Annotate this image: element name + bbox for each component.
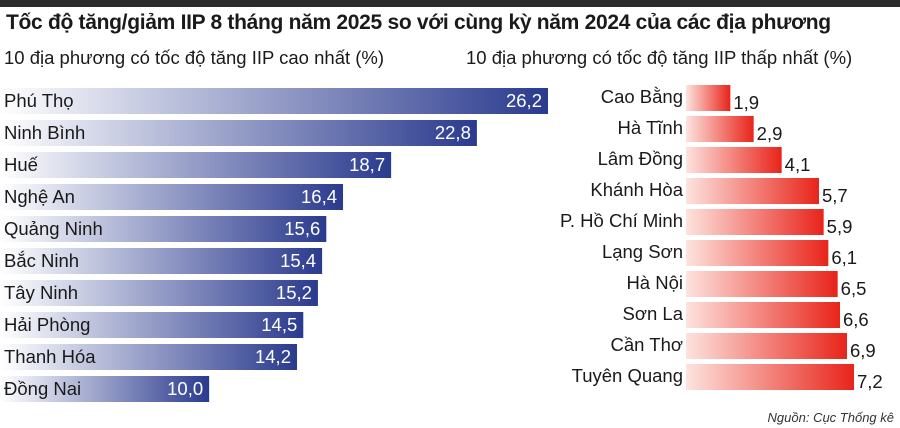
bar-4 xyxy=(0,184,344,210)
value-label-8: 14,5 xyxy=(261,314,297,335)
bar-9 xyxy=(686,333,847,359)
category-label-5: TP. Hồ Chí Minh xyxy=(560,210,683,231)
top-10-bar-chart: Phú Thọ 26,2 Ninh Bình 22,8 Huế 18,7 Nghệ An 16… xyxy=(0,88,548,402)
category-label-7: Hà Nội xyxy=(626,272,683,293)
bottom-10-bar-chart: Cao Bằng 1,9 Hà Tĩnh 2,9 Lâm Đồng 4,1 Khánh Hò… xyxy=(560,85,883,392)
value-label-4: 16,4 xyxy=(301,186,337,207)
value-label-5: 5,9 xyxy=(827,216,853,237)
category-label-1: Phú Thọ xyxy=(4,90,74,111)
value-label-3: 18,7 xyxy=(349,154,385,175)
value-label-1: 26,2 xyxy=(506,90,542,111)
bar-10 xyxy=(0,376,210,402)
bar-6 xyxy=(0,248,323,274)
bar-8 xyxy=(0,312,304,338)
category-label-10: Đồng Nai xyxy=(4,378,81,399)
category-label-2: Ninh Bình xyxy=(4,122,85,143)
bar-2 xyxy=(686,116,754,142)
bar-10 xyxy=(686,364,854,390)
bar-9 xyxy=(0,344,298,370)
category-label-8: Sơn La xyxy=(623,303,684,324)
category-label-5: Quảng Ninh xyxy=(4,218,103,239)
value-label-6: 15,4 xyxy=(280,250,316,271)
bar-5 xyxy=(0,216,327,242)
value-label-9: 6,9 xyxy=(850,340,876,361)
category-label-4: Khánh Hòa xyxy=(590,179,683,200)
bar-6 xyxy=(686,240,829,266)
source-note: Nguồn: Cục Thống kê xyxy=(767,410,894,425)
bar-7 xyxy=(0,280,318,306)
category-label-10: Tuyên Quang xyxy=(572,365,683,386)
value-label-5: 15,6 xyxy=(284,218,320,239)
category-label-3: Huế xyxy=(4,154,39,175)
category-label-2: Hà Tĩnh xyxy=(618,117,683,138)
bar-2 xyxy=(0,120,477,146)
bar-3 xyxy=(0,152,392,178)
value-label-10: 7,2 xyxy=(857,371,883,392)
bar-1 xyxy=(0,88,548,114)
value-label-6: 6,1 xyxy=(831,247,857,268)
value-label-7: 15,2 xyxy=(276,282,312,303)
category-label-4: Nghệ An xyxy=(4,186,75,207)
value-label-8: 6,6 xyxy=(843,309,869,330)
value-label-10: 10,0 xyxy=(167,378,203,399)
category-label-9: Cần Thơ xyxy=(611,334,683,355)
value-label-2: 2,9 xyxy=(757,123,783,144)
value-label-3: 4,1 xyxy=(785,154,811,175)
category-label-1: Cao Bằng xyxy=(601,86,683,107)
bar-1 xyxy=(686,85,731,111)
bar-5 xyxy=(686,209,824,235)
category-label-6: Bắc Ninh xyxy=(4,250,79,271)
value-label-7: 6,5 xyxy=(841,278,867,299)
value-label-2: 22,8 xyxy=(435,122,471,143)
chart-title: Tốc độ tăng/giảm IIP 8 tháng năm 2025 so… xyxy=(6,11,831,34)
category-label-6: Lạng Sơn xyxy=(602,241,683,262)
bar-4 xyxy=(686,178,819,204)
bar-8 xyxy=(686,302,840,328)
category-label-9: Thanh Hóa xyxy=(4,346,96,367)
left-chart-subtitle: 10 địa phương có tốc độ tăng IIP cao nhấ… xyxy=(4,47,385,68)
value-label-9: 14,2 xyxy=(255,346,291,367)
category-label-7: Tây Ninh xyxy=(4,282,78,303)
category-label-3: Lâm Đồng xyxy=(598,148,683,169)
bar-3 xyxy=(686,147,782,173)
top-rule xyxy=(0,0,900,7)
value-label-1: 1,9 xyxy=(733,92,759,113)
right-chart-subtitle: 10 địa phương có tốc độ tăng IIP thấp nh… xyxy=(466,47,853,68)
bar-7 xyxy=(686,271,838,297)
value-label-4: 5,7 xyxy=(822,185,848,206)
category-label-8: Hải Phòng xyxy=(4,314,90,335)
